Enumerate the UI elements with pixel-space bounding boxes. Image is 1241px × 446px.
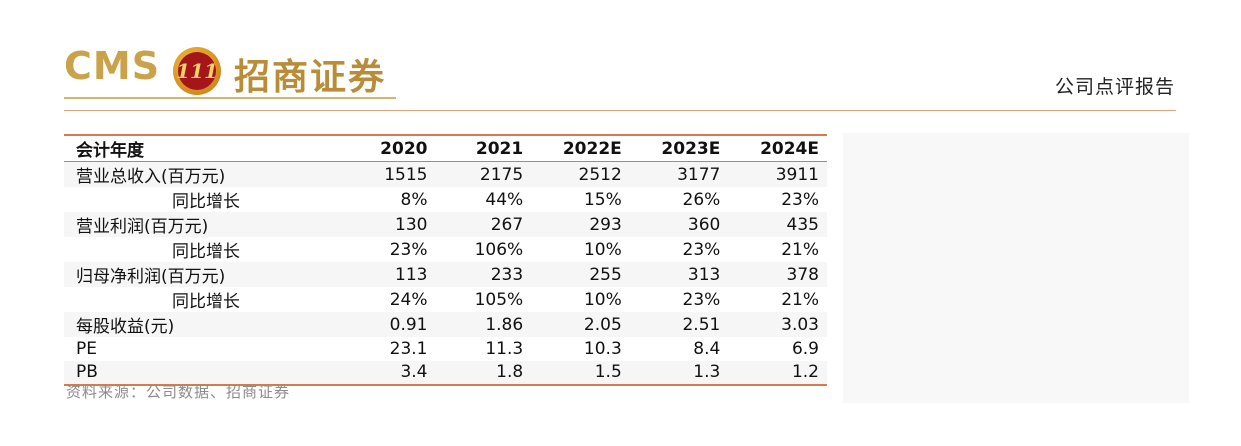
table-cell: 15% — [583, 189, 622, 210]
table-cell: 2.51 — [682, 314, 721, 335]
row-label: PB — [76, 362, 98, 383]
table-cell: 21% — [781, 239, 819, 260]
row-label: PE — [76, 338, 97, 359]
column-header: 2021 — [475, 138, 524, 159]
row-label: 同比增长 — [172, 292, 240, 312]
logo-underline — [64, 97, 396, 99]
table-cell: 8.4 — [693, 338, 721, 359]
table-cell: 1515 — [384, 164, 428, 185]
table-cell: 1.3 — [693, 362, 721, 383]
table-header-row: 会计年度 2020 2021 2022E 2023E 2024E — [64, 136, 827, 162]
row-label: 同比增长 — [172, 192, 240, 212]
financial-summary-table: 会计年度 2020 2021 2022E 2023E 2024E 营业总收入(百… — [64, 136, 827, 384]
table-cell: 3.03 — [781, 314, 819, 335]
table-bottom-rule — [64, 384, 827, 386]
table-cell: 2512 — [578, 164, 622, 185]
table-cell: 23% — [781, 189, 819, 210]
table-cell: 10% — [583, 239, 622, 260]
table-cell: 6.9 — [791, 338, 819, 359]
header-divider — [64, 110, 1176, 111]
table-cell: 313 — [687, 264, 721, 285]
table-cell: 2175 — [479, 164, 524, 185]
table-cell: 1.5 — [594, 362, 622, 383]
table-cell: 23% — [389, 239, 428, 260]
row-label: 营业总收入(百万元) — [76, 167, 226, 187]
column-header: 2020 — [380, 138, 428, 159]
logo-cms-text: CMS — [64, 44, 161, 88]
table-row: 同比增长 24% 105% 10% 23% 21% — [64, 287, 827, 312]
table-row: 每股收益(元) 0.91 1.86 2.05 2.51 3.03 — [64, 312, 827, 337]
table-cell: 0.91 — [389, 314, 428, 335]
table-cell: 378 — [786, 264, 819, 285]
table-row: PB 3.4 1.8 1.5 1.3 1.2 — [64, 360, 827, 384]
table-cell: 44% — [485, 189, 524, 210]
table-cell: 113 — [395, 264, 428, 285]
row-label: 同比增长 — [172, 242, 240, 262]
column-header: 2024E — [760, 138, 819, 159]
table-cell: 1.2 — [791, 362, 819, 383]
row-label: 归母净利润(百万元) — [76, 267, 226, 287]
table-cell: 255 — [589, 264, 622, 285]
table-cell: 21% — [781, 289, 819, 310]
table-top-rule — [64, 134, 827, 136]
table-row: 营业总收入(百万元) 1515 2175 2512 3177 3911 — [64, 161, 827, 187]
table-cell: 10.3 — [583, 338, 622, 359]
table-cell: 8% — [400, 189, 428, 210]
table-cell: 233 — [490, 264, 524, 285]
table-cell: 293 — [589, 214, 622, 235]
table-cell: 11.3 — [485, 338, 524, 359]
report-type-label: 公司点评报告 — [1054, 76, 1175, 98]
table-cell: 105% — [474, 289, 524, 310]
side-panel — [843, 133, 1189, 403]
column-header: 2022E — [562, 138, 622, 159]
table-row: 同比增长 23% 106% 10% 23% 21% — [64, 237, 827, 262]
table-cell: 267 — [490, 214, 524, 235]
table-cell: 23.1 — [389, 338, 428, 359]
table-cell: 2.05 — [583, 314, 622, 335]
column-header: 2023E — [661, 138, 721, 159]
row-label: 营业利润(百万元) — [76, 217, 209, 237]
table-row: 营业利润(百万元) 130 267 293 360 435 — [64, 212, 827, 237]
table-row: 同比增长 8% 44% 15% 26% 23% — [64, 187, 827, 212]
report-header: CMS 111 招商证券 公司点评报告 — [0, 0, 1241, 120]
table-cell: 1.8 — [496, 362, 524, 383]
table-cell: 1.86 — [485, 314, 524, 335]
table-cell: 24% — [389, 289, 428, 310]
table-cell: 3911 — [775, 164, 819, 185]
logo-badge-text: 111 — [176, 59, 218, 83]
table-row: PE 23.1 11.3 10.3 8.4 6.9 — [64, 337, 827, 361]
table-cell: 23% — [682, 289, 721, 310]
table-cell: 130 — [395, 214, 428, 235]
table-cell: 10% — [583, 289, 622, 310]
source-note: 资料来源：公司数据、招商证券 — [66, 383, 291, 401]
table-cell: 26% — [682, 189, 721, 210]
row-label: 每股收益(元) — [76, 317, 175, 337]
table-cell: 106% — [474, 239, 524, 260]
table-cell: 435 — [786, 214, 819, 235]
table-cell: 3177 — [677, 164, 721, 185]
table-cell: 3.4 — [400, 362, 428, 383]
table-cell: 23% — [682, 239, 721, 260]
table-row: 归母净利润(百万元) 113 233 255 313 378 — [64, 262, 827, 287]
financial-table-container: 会计年度 2020 2021 2022E 2023E 2024E 营业总收入(百… — [64, 134, 827, 386]
logo-badge-icon: 111 — [173, 47, 221, 95]
table-cell: 360 — [687, 214, 721, 235]
column-header: 会计年度 — [76, 141, 144, 161]
logo-chinese-text: 招商证券 — [234, 56, 387, 98]
